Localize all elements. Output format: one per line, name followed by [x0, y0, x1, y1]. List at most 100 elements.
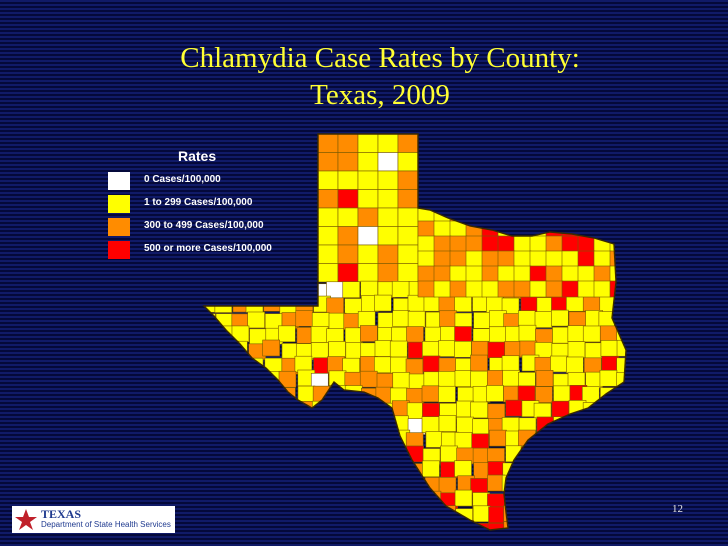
county-cell — [309, 429, 328, 447]
county-cell — [317, 170, 339, 190]
county-cell — [406, 326, 424, 343]
county-cell — [317, 207, 339, 227]
county-cell — [535, 520, 554, 530]
county-cell — [313, 490, 331, 508]
county-cell — [317, 263, 339, 283]
county-cell — [513, 250, 532, 268]
county-cell — [337, 226, 359, 246]
county-cell — [204, 432, 216, 450]
county-cell — [481, 205, 500, 223]
county-cell — [465, 220, 484, 238]
county-cell — [438, 340, 456, 357]
county-cell — [310, 522, 328, 530]
county-cell — [249, 433, 268, 450]
county-cell — [204, 326, 216, 344]
county-cell — [567, 444, 586, 462]
county-cell — [438, 415, 457, 432]
county-cell — [504, 341, 522, 358]
county-cell — [584, 461, 603, 479]
county-cell — [278, 370, 297, 388]
county-cell — [264, 280, 282, 297]
county-cell — [425, 431, 444, 448]
county-cell — [536, 463, 555, 481]
county-cell — [216, 402, 235, 420]
county-cell — [391, 400, 410, 418]
county-cell — [337, 244, 359, 264]
county-cell — [392, 491, 411, 509]
legend-label-mid: 300 to 499 Cases/100,000 — [144, 220, 264, 231]
county-cell — [213, 342, 232, 359]
county-cell — [438, 477, 457, 494]
county-cell — [204, 313, 216, 330]
county-cell — [582, 521, 601, 530]
county-cell — [360, 280, 378, 298]
county-cell — [337, 134, 359, 153]
county-cell — [262, 506, 281, 523]
county-cell — [375, 506, 394, 523]
county-cell — [584, 342, 603, 360]
county-cell — [391, 281, 410, 298]
county-cell — [344, 417, 363, 435]
county-cell — [550, 355, 568, 373]
county-cell — [262, 339, 280, 357]
county-cell — [231, 432, 250, 450]
county-cell — [397, 263, 419, 283]
county-cell — [614, 474, 626, 492]
county-cell — [327, 506, 346, 524]
county-cell — [422, 460, 440, 478]
county-cell — [440, 445, 458, 463]
county-cell — [344, 508, 363, 526]
county-cell — [577, 220, 596, 238]
county-cell — [295, 281, 314, 299]
county-cell — [597, 522, 616, 530]
county-cell — [471, 433, 490, 451]
county-cell — [247, 523, 266, 530]
page-number: 12 — [672, 503, 683, 515]
county-cell — [326, 281, 344, 299]
county-cell — [204, 295, 216, 313]
county-cell — [390, 356, 408, 374]
county-cell — [295, 295, 314, 312]
county-cell — [405, 463, 424, 480]
county-cell — [504, 491, 523, 508]
county-cell — [377, 207, 399, 227]
legend-swatch-high — [108, 241, 130, 259]
county-cell — [505, 399, 524, 417]
county-cell — [390, 460, 408, 477]
county-cell — [566, 418, 584, 435]
county-cell — [374, 340, 393, 357]
county-cell — [397, 226, 419, 246]
county-cell — [438, 505, 456, 522]
county-cell — [489, 429, 507, 447]
county-cell — [465, 205, 484, 223]
county-cell — [313, 415, 331, 432]
county-cell — [357, 263, 379, 283]
county-cell — [454, 370, 473, 387]
county-cell — [609, 280, 626, 298]
county-cell — [577, 205, 596, 223]
county-cell — [297, 385, 316, 403]
county-cell — [296, 477, 315, 494]
county-cell — [616, 521, 626, 530]
county-cell — [230, 283, 248, 300]
county-cell — [215, 463, 234, 481]
county-cell — [247, 388, 265, 405]
county-cell — [421, 416, 440, 433]
legend-swatch-low — [108, 195, 130, 213]
county-cell — [561, 280, 580, 298]
county-cell — [550, 448, 568, 465]
county-cell — [295, 433, 314, 451]
county-cell — [584, 416, 603, 433]
county-cell — [406, 402, 425, 420]
county-cell — [519, 507, 538, 524]
county-cell — [204, 520, 218, 530]
county-cell — [593, 220, 612, 238]
county-cell — [204, 371, 216, 388]
county-cell — [328, 460, 346, 478]
county-cell — [521, 519, 540, 530]
county-cell — [215, 506, 233, 524]
county-cell — [342, 477, 361, 494]
county-cell — [374, 356, 392, 374]
county-cell — [565, 462, 584, 480]
county-cell — [230, 460, 248, 477]
